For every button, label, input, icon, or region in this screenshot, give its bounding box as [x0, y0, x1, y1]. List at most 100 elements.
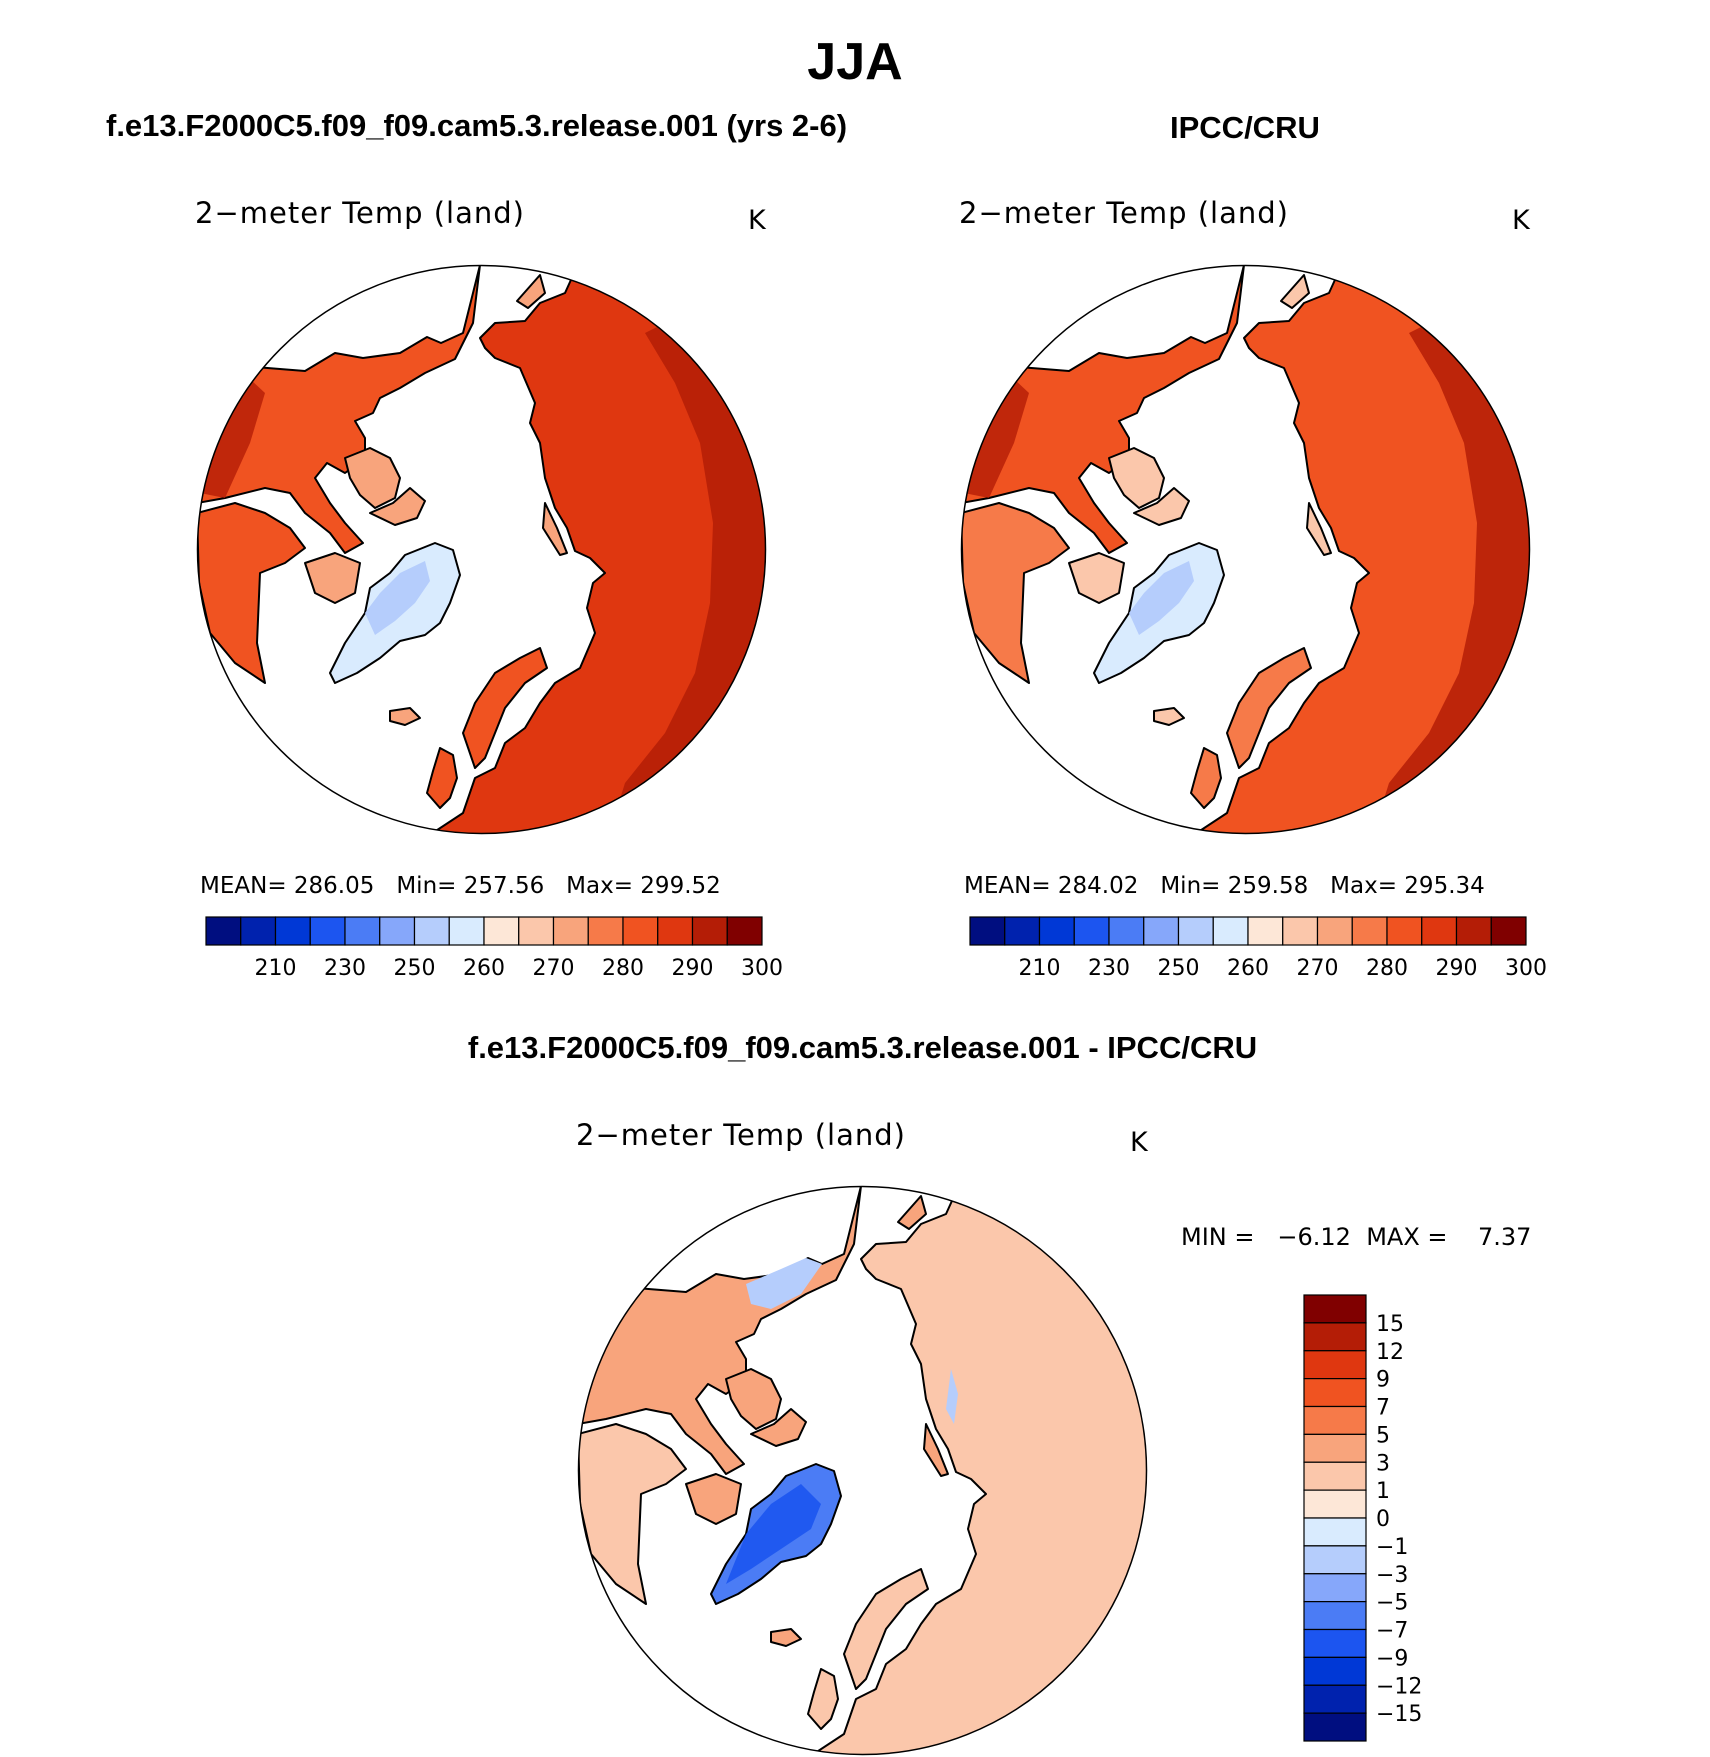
colorbar-tick-label: 260: [463, 956, 505, 981]
colorbar-tick-label: 280: [1366, 956, 1408, 981]
kamchatka-landmass: [897, 1195, 927, 1230]
colorbar-box: [657, 916, 694, 946]
colorbar-box: [1303, 1433, 1367, 1463]
colorbar-tick-label: 260: [1227, 956, 1269, 981]
mean-value: 286.05: [293, 873, 375, 899]
colorbar-box: [413, 916, 450, 946]
colorbar-box: [587, 916, 624, 946]
panel-2-units: K: [1512, 205, 1530, 236]
north-america-landmass: [578, 1186, 862, 1475]
arctic-archipelago-landmass: [1108, 447, 1165, 509]
colorbar-box: [1108, 916, 1145, 946]
colorbar-box: [1282, 916, 1319, 946]
ellesmere-landmass: [750, 1408, 807, 1447]
max-label: Max=: [566, 873, 633, 899]
north-america-landmass: [197, 265, 481, 554]
colorbar-box: [240, 916, 277, 946]
panel-3-stats: MIN = −6.12 MAX = 7.37: [1181, 1223, 1531, 1251]
colorbar-tick-label: 1: [1376, 1479, 1390, 1504]
colorbar-tick-label: 270: [533, 956, 575, 981]
colorbar-tick-label: 300: [1505, 956, 1547, 981]
colorbar-box: [1177, 916, 1214, 946]
panel-2-colorbar: 210 230 250 260 270 280 290 300: [969, 916, 1547, 981]
colorbar-tick-label: 300: [741, 956, 783, 981]
british-isles-landmass: [426, 747, 458, 809]
kamchatka-landmass: [516, 274, 546, 309]
colorbar-box: [1303, 1294, 1367, 1324]
min-label: Min=: [396, 873, 457, 899]
mean-label: MEAN=: [200, 873, 287, 899]
colorbar-box: [1303, 1489, 1367, 1519]
figure-title: JJA: [807, 33, 903, 91]
min-value: −6.12: [1277, 1223, 1351, 1251]
mean-value: 284.02: [1057, 873, 1139, 899]
british-isles-landmass: [807, 1668, 839, 1730]
panel-1-polar-map: [196, 264, 767, 835]
scandinavia-landmass: [1226, 647, 1312, 769]
colorbar-box: [1303, 1461, 1367, 1491]
colorbar-tick-label: 270: [1297, 956, 1339, 981]
colorbar-tick-label: 210: [255, 956, 297, 981]
panel-1-variable: 2−meter Temp (land): [195, 196, 525, 230]
panel-3-units: K: [1130, 1127, 1148, 1158]
colorbar-box: [1303, 1573, 1367, 1603]
colorbar-box: [1038, 916, 1075, 946]
panel-3-polar-map: [577, 1185, 1148, 1756]
panel-1-units: K: [748, 205, 766, 236]
colorbar-box: [691, 916, 728, 946]
colorbar-box: [552, 916, 589, 946]
max-value: 7.37: [1478, 1223, 1532, 1251]
colorbar-box: [1490, 916, 1527, 946]
alaska-negative-region: [746, 1258, 822, 1309]
scandinavia-landmass: [462, 647, 548, 769]
colorbar-tick-label: −9: [1376, 1646, 1408, 1671]
colorbar-box: [344, 916, 381, 946]
colorbar-box: [379, 916, 416, 946]
colorbar-tick-label: −3: [1376, 1563, 1408, 1588]
map-boundary-circle: [960, 264, 1531, 835]
colorbar-box: [448, 916, 485, 946]
siberia-negative-strip: [946, 1369, 958, 1424]
arctic-archipelago-landmass: [344, 447, 401, 509]
colorbar-tick-label: 7: [1376, 1396, 1390, 1421]
colorbar-tick-label: −7: [1376, 1619, 1408, 1644]
panel-3-case-title: f.e13.F2000C5.f09_f09.cam5.3.release.001…: [467, 1030, 1258, 1065]
labrador-landmass: [1068, 552, 1125, 604]
colorbar-tick-label: 230: [324, 956, 366, 981]
colorbar-box: [1303, 1656, 1367, 1686]
panel-1-case-title: f.e13.F2000C5.f09_f09.cam5.3.release.001…: [106, 108, 848, 143]
colorbar-box: [1351, 916, 1388, 946]
colorbar-box: [1421, 916, 1458, 946]
kamchatka-landmass: [1280, 274, 1310, 309]
iceland-landmass: [1153, 707, 1185, 726]
novaya-zemlya-landmass: [923, 1423, 949, 1477]
panel-2-case-title: IPCC/CRU: [1170, 110, 1320, 145]
colorbar-box: [1303, 1350, 1367, 1380]
colorbar-box: [1212, 916, 1249, 946]
ellesmere-landmass: [369, 487, 426, 526]
colorbar-box: [1303, 1405, 1367, 1435]
min-value: 257.56: [463, 873, 545, 899]
colorbar-tick-label: 210: [1019, 956, 1061, 981]
colorbar-box: [1303, 1628, 1367, 1658]
max-value: 295.34: [1404, 873, 1485, 899]
max-value: 299.52: [640, 873, 721, 899]
iceland-landmass: [389, 707, 421, 726]
colorbar-tick-label: 290: [672, 956, 714, 981]
colorbar-tick-label: 290: [1436, 956, 1478, 981]
map-boundary-circle: [196, 264, 767, 835]
colorbar-box: [483, 916, 520, 946]
min-value: 259.58: [1227, 873, 1309, 899]
labrador-landmass: [685, 1473, 742, 1525]
scandinavia-landmass: [843, 1568, 929, 1690]
colorbar-tick-label: 250: [394, 956, 436, 981]
colorbar-box: [1143, 916, 1180, 946]
colorbar-box: [1303, 1684, 1367, 1714]
panel-2-polar-map: [960, 264, 1531, 835]
panel-3-variable: 2−meter Temp (land): [576, 1118, 906, 1152]
colorbar-box: [518, 916, 555, 946]
colorbar-tick-label: 3: [1376, 1451, 1390, 1476]
colorbar-box: [1303, 1517, 1367, 1547]
colorbar-box: [1303, 1322, 1367, 1352]
colorbar-box: [1303, 1601, 1367, 1631]
